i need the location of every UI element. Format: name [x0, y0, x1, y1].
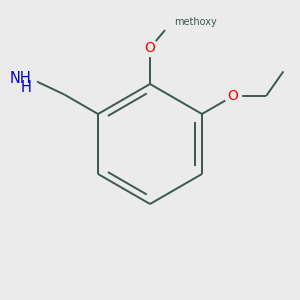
Text: NH: NH	[9, 70, 31, 86]
Circle shape	[225, 88, 242, 104]
Bar	[16, 74, 36, 92]
Text: O: O	[145, 41, 155, 55]
Text: methoxy: methoxy	[174, 17, 217, 27]
Circle shape	[162, 14, 180, 32]
Circle shape	[142, 40, 158, 56]
Text: H: H	[20, 80, 31, 94]
Text: O: O	[228, 89, 238, 103]
